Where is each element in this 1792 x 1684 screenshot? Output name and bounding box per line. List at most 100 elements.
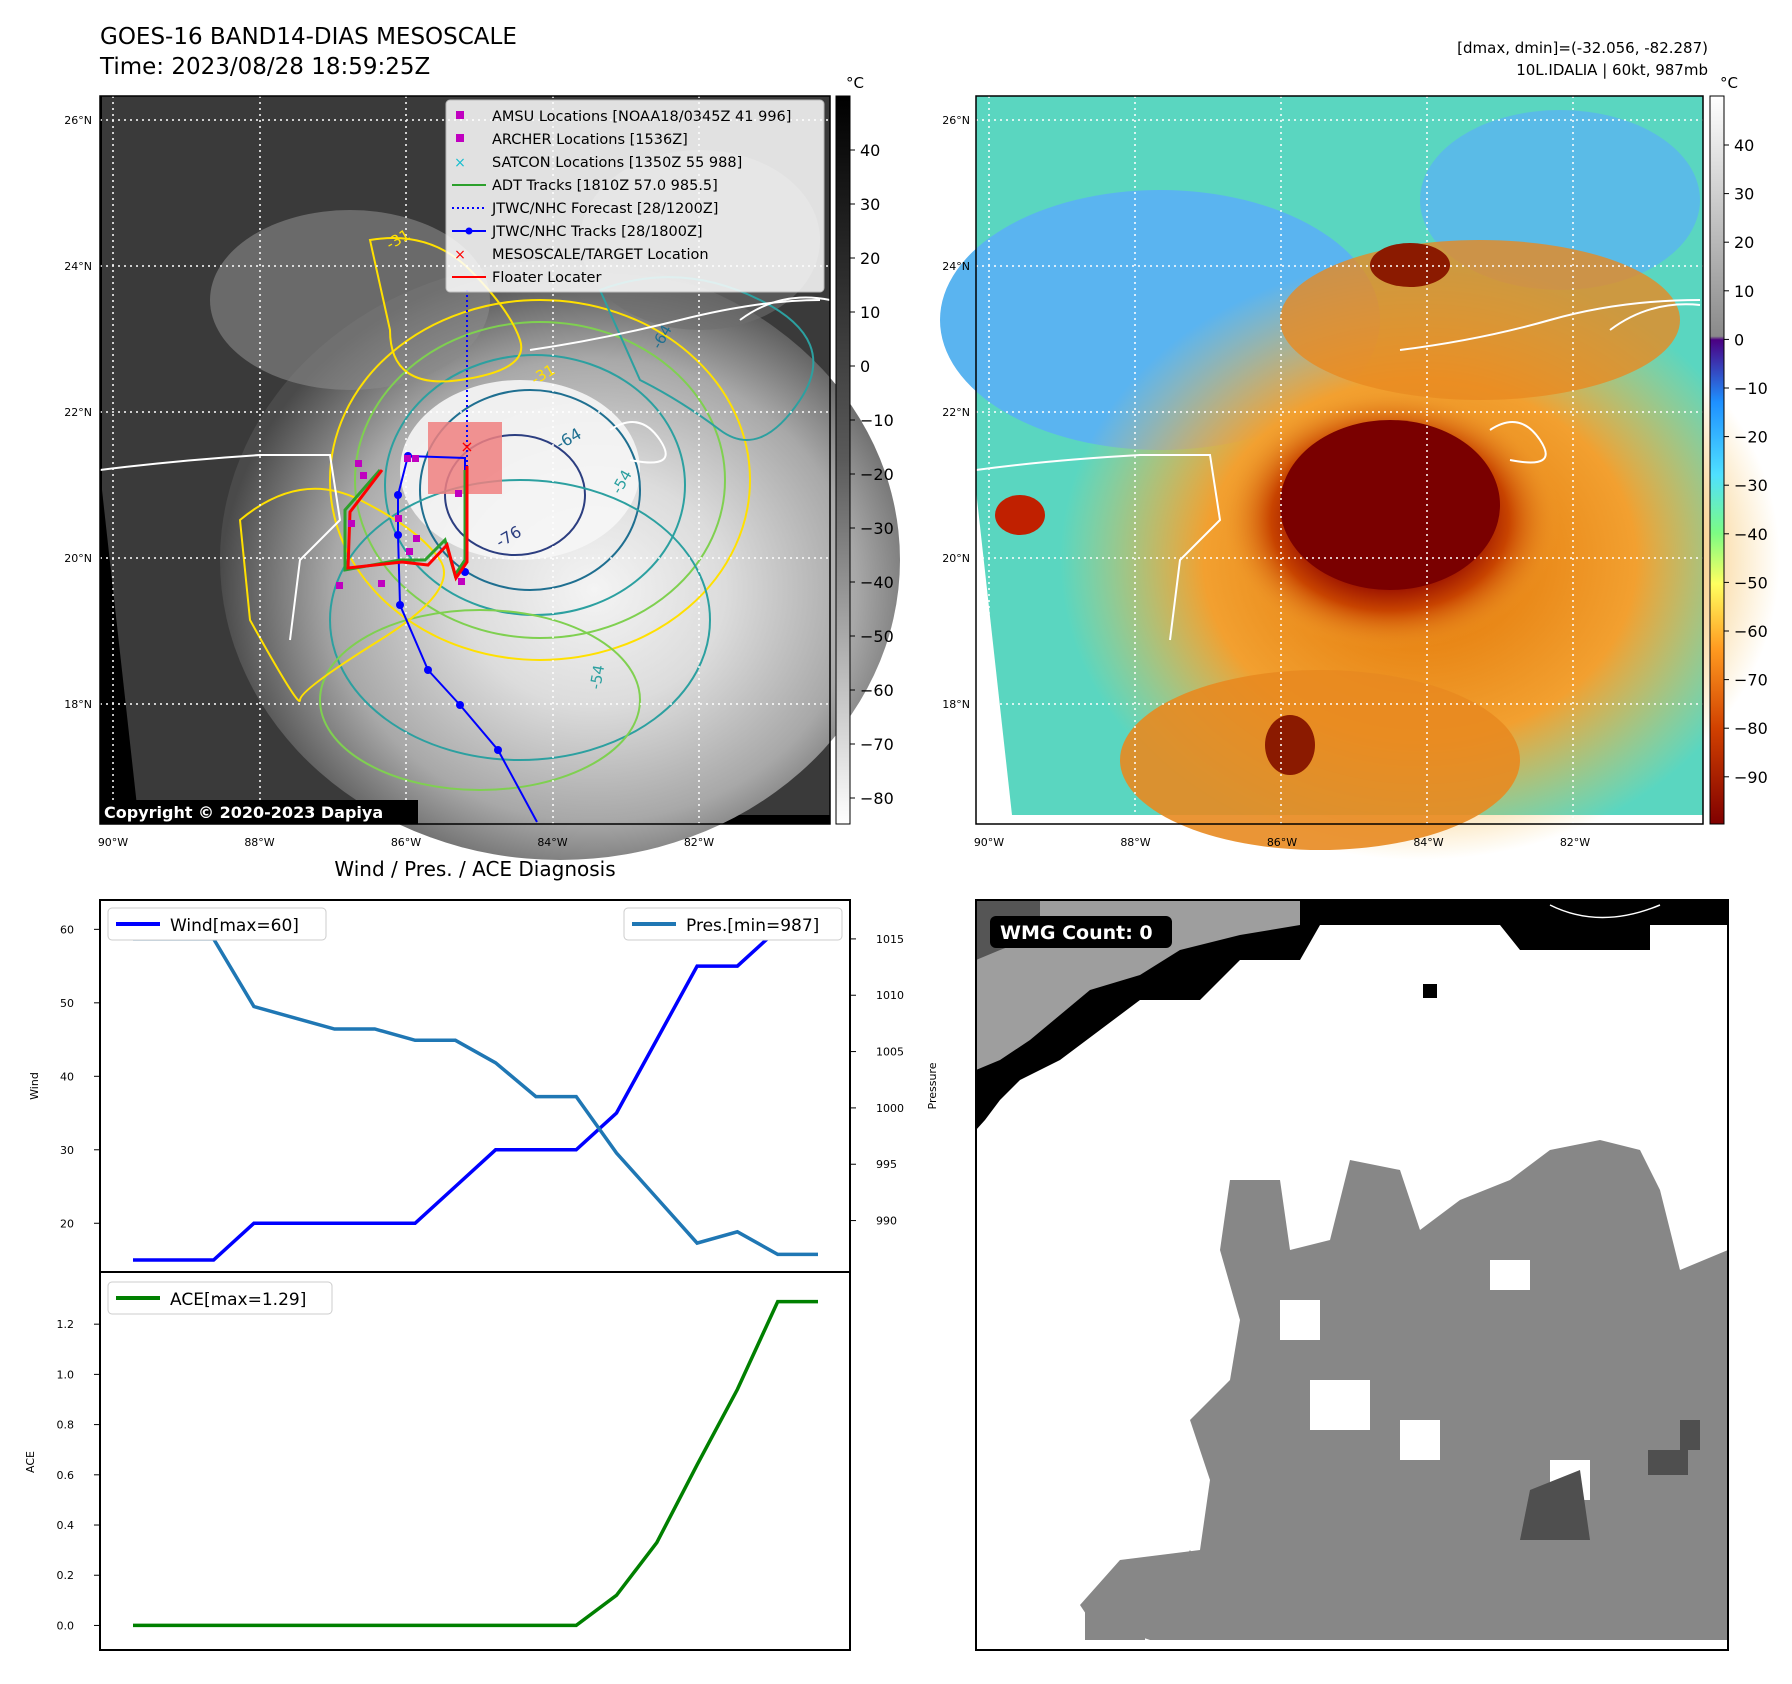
colorbar-tick-label: −30 — [860, 519, 894, 538]
pressure-axis-label: Pressure — [926, 1062, 939, 1109]
pressure-legend-label: Pres.[min=987] — [686, 916, 819, 936]
colorbar-tick-label: −50 — [860, 627, 894, 646]
copyright-label: Copyright © 2020-2023 Dapiya — [104, 803, 383, 822]
lat-tick-label: 26°N — [64, 114, 92, 127]
ace-legend: ACE[max=1.29] — [107, 1281, 333, 1315]
ace-tick-label: 0.2 — [57, 1569, 75, 1582]
colorbar-tick-label: 0 — [1734, 330, 1744, 349]
lon-tick-label: 88°W — [244, 836, 274, 849]
colorbar-unit: °C — [846, 74, 864, 92]
ace-tick-label: 0.6 — [57, 1469, 75, 1482]
lat-tick-label: 20°N — [942, 552, 970, 565]
lon-tick-label: 86°W — [391, 836, 421, 849]
ace-tick-label: 0.0 — [57, 1619, 75, 1632]
lat-tick-label: 22°N — [64, 406, 92, 419]
colorbar-tick-label: −10 — [1734, 379, 1768, 398]
colorbar-tick-label: 20 — [1734, 233, 1754, 252]
colorbar-tick-label: 40 — [1734, 136, 1754, 155]
ace-chart: 1.2 1.0 0.8 0.6 0.4 0.2 0.0 ACE ACE[max=1.29] — [24, 1271, 851, 1651]
colorbar-right: °C 40 30 20 10 0 −10 −20 −30 −40 −50 −60 −70 −80 −90 — [1709, 74, 1768, 825]
lat-tick-label: 20°N — [64, 552, 92, 565]
legend-label: ARCHER Locations [1536Z] — [492, 132, 688, 148]
lon-tick-label: 90°W — [974, 836, 1004, 849]
pressure-legend: Pres.[min=987] — [623, 907, 843, 941]
wind-tick-label: 40 — [60, 1070, 74, 1083]
colorbar-tick-label: −80 — [1734, 719, 1768, 738]
colorbar-tick-label: 40 — [860, 141, 880, 160]
lon-tick-label: 84°W — [537, 836, 567, 849]
colorbar-tick-label: −90 — [1734, 768, 1768, 787]
lon-tick-label: 84°W — [1413, 836, 1443, 849]
svg-text:×: × — [460, 437, 473, 456]
legend-label: SATCON Locations [1350Z 55 988] — [492, 155, 742, 171]
wind-tick-label: 20 — [60, 1217, 74, 1230]
contour-label: -54 — [586, 663, 608, 690]
ace-tick-label: 1.0 — [57, 1368, 75, 1381]
pressure-tick-label: 1010 — [876, 989, 904, 1002]
wmg-panel: WMG Count: 0 — [975, 899, 1729, 1651]
lat-tick-label: 24°N — [64, 260, 92, 273]
colorbar-tick-label: −60 — [860, 681, 894, 700]
wmg-count-label: WMG Count: 0 — [1000, 922, 1153, 944]
pressure-line — [133, 937, 818, 1257]
wind-axis-label: Wind — [28, 1072, 41, 1100]
pressure-tick-label: 1015 — [876, 933, 904, 946]
chart-title: Wind / Pres. / ACE Diagnosis — [334, 857, 615, 881]
colorbar-tick-label: 0 — [860, 357, 870, 376]
pressure-tick-label: 1000 — [876, 1102, 904, 1115]
wind-line — [133, 927, 818, 1262]
wind-tick-label: 30 — [60, 1144, 74, 1157]
lon-tick-label: 82°W — [684, 836, 714, 849]
figure-time: Time: 2023/08/28 18:59:25Z — [99, 54, 430, 80]
ace-axis-label: ACE — [24, 1451, 37, 1473]
colorbar-tick-label: −70 — [1734, 671, 1768, 690]
lon-tick-label: 90°W — [98, 836, 128, 849]
colorbar-tick-label: −40 — [860, 573, 894, 592]
legend-label: JTWC/NHC Forecast [28/1200Z] — [491, 201, 718, 217]
lat-tick-label: 22°N — [942, 406, 970, 419]
legend-marker: × — [454, 155, 466, 171]
colorbar-tick-label: −50 — [1734, 573, 1768, 592]
legend-label: ADT Tracks [1810Z 57.0 985.5] — [492, 178, 718, 194]
colorbar-tick-label: −80 — [860, 789, 894, 808]
colorbar-left: °C 40 30 20 10 0 −10 −20 −30 −40 −50 −60 −70 −80 — [835, 74, 894, 825]
colorbar-tick-label: −10 — [860, 411, 894, 430]
lat-tick-label: 18°N — [942, 698, 970, 711]
figure-title: GOES-16 BAND14-DIAS MESOSCALE — [100, 24, 517, 50]
colorbar-tick-label: −30 — [1734, 476, 1768, 495]
legend-label: AMSU Locations [NOAA18/0345Z 41 996] — [492, 109, 791, 125]
lon-tick-label: 86°W — [1267, 836, 1297, 849]
legend-label: JTWC/NHC Tracks [28/1800Z] — [491, 224, 703, 240]
legend-label: MESOSCALE/TARGET Location — [492, 247, 709, 263]
lat-tick-label: 18°N — [64, 698, 92, 711]
ace-tick-label: 0.8 — [57, 1419, 75, 1432]
ace-tick-label: 1.2 — [57, 1318, 75, 1331]
colorbar-tick-label: 10 — [860, 303, 880, 322]
map-legend: AMSU Locations [NOAA18/0345Z 41 996] ARCH… — [445, 99, 825, 293]
wind-pressure-chart: 60 50 40 30 20 1015 1010 1005 1000 995 990 Wind Pr… — [28, 899, 939, 1273]
colorbar-tick-label: 30 — [1734, 185, 1754, 204]
legend-label: Floater Locater — [492, 270, 601, 286]
svg-text:×: × — [454, 247, 466, 263]
ace-legend-label: ACE[max=1.29] — [170, 1290, 306, 1310]
svg-text:×: × — [454, 155, 466, 171]
colorbar-unit: °C — [1720, 74, 1738, 92]
dmax-dmin-label: [dmax, dmin]=(-32.056, -82.287) — [1457, 39, 1708, 57]
colorbar-tick-label: −60 — [1734, 622, 1768, 641]
storm-label: 10L.IDALIA | 60kt, 987mb — [1516, 61, 1708, 79]
legend-marker: × — [454, 247, 466, 263]
ace-line — [133, 1299, 818, 1628]
wind-tick-label: 50 — [60, 997, 74, 1010]
colorbar-tick-label: 10 — [1734, 282, 1754, 301]
colorbar-tick-label: 20 — [860, 249, 880, 268]
ace-tick-label: 0.4 — [57, 1519, 75, 1532]
pressure-tick-label: 1005 — [876, 1046, 904, 1059]
wind-legend: Wind[max=60] — [107, 907, 327, 941]
lon-tick-label: 82°W — [1560, 836, 1590, 849]
legend-marker — [456, 134, 464, 142]
colorbar-tick-label: −20 — [860, 465, 894, 484]
legend-marker — [456, 111, 464, 119]
pressure-tick-label: 995 — [876, 1158, 897, 1171]
pressure-tick-label: 990 — [876, 1215, 897, 1228]
